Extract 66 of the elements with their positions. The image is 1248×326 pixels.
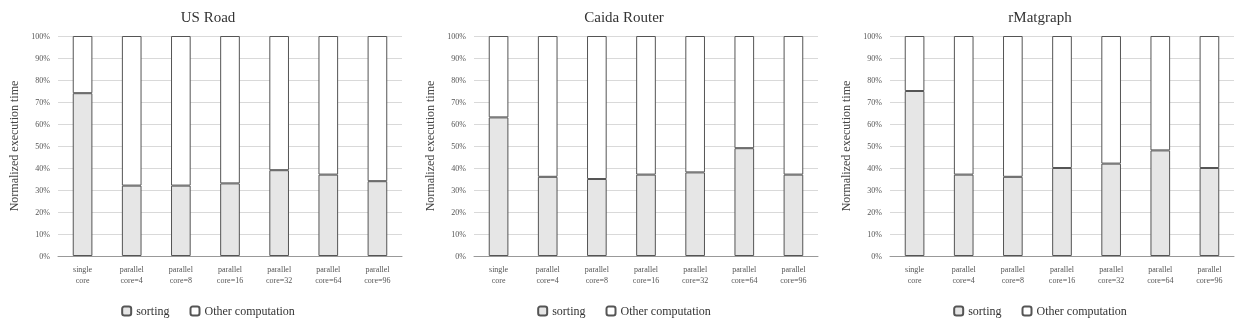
y-tick-label: 100%: [863, 31, 883, 41]
x-tick-label: parallel core=4: [951, 265, 977, 285]
y-tick-label: 60%: [35, 119, 51, 129]
y-tick-label: 30%: [867, 185, 883, 195]
y-tick-label: 0%: [455, 251, 467, 261]
y-tick-label: 10%: [867, 229, 883, 239]
x-tick-label: parallel core=8: [584, 265, 610, 285]
y-tick-label: 70%: [867, 97, 883, 107]
x-tick-label: single core: [73, 265, 93, 285]
y-tick-label: 70%: [451, 97, 467, 107]
chart-title: Caida Router: [584, 8, 664, 25]
legend-label: Other computation: [1036, 304, 1127, 318]
y-tick-label: 40%: [867, 163, 883, 173]
x-tick-label: parallel core=64: [731, 265, 758, 285]
y-tick-label: 30%: [451, 185, 467, 195]
legend-label: sorting: [136, 304, 170, 318]
chart-title: rMatgraph: [1008, 8, 1073, 25]
x-tick-label: parallel core=64: [1147, 265, 1174, 285]
x-tick-label: parallel core=4: [535, 265, 561, 285]
x-tick-label: parallel core=96: [780, 265, 807, 285]
legend-label: Other computation: [204, 304, 295, 318]
y-tick-label: 0%: [871, 251, 883, 261]
y-axis-title: Normalized execution time: [7, 80, 21, 212]
y-tick-label: 50%: [35, 141, 51, 151]
y-tick-label: 40%: [451, 163, 467, 173]
y-tick-label: 90%: [35, 53, 51, 63]
y-tick-label: 100%: [31, 31, 51, 41]
x-tick-label: parallel core=32: [682, 265, 709, 285]
x-tick-label: parallel core=32: [266, 265, 293, 285]
y-axis-title: Normalized execution time: [839, 80, 853, 212]
y-tick-label: 80%: [451, 75, 467, 85]
y-tick-label: 90%: [451, 53, 467, 63]
x-tick-label: parallel core=8: [168, 265, 194, 285]
x-tick-label: parallel core=8: [1000, 265, 1026, 285]
y-tick-label: 20%: [451, 207, 467, 217]
y-tick-label: 60%: [867, 119, 883, 129]
x-tick-label: parallel core=16: [632, 265, 660, 285]
x-tick-label: single core: [905, 265, 925, 285]
y-tick-label: 40%: [35, 163, 51, 173]
x-tick-label: parallel core=4: [119, 265, 145, 285]
y-tick-label: 10%: [35, 229, 51, 239]
chart-title: US Road: [180, 8, 236, 25]
x-tick-label: parallel core=64: [315, 265, 342, 285]
y-tick-label: 30%: [35, 185, 51, 195]
y-tick-label: 70%: [35, 97, 51, 107]
y-tick-label: 80%: [35, 75, 51, 85]
y-tick-label: 100%: [447, 31, 467, 41]
x-tick-label: parallel core=96: [364, 265, 391, 285]
y-tick-label: 0%: [39, 251, 51, 261]
y-tick-label: 10%: [451, 229, 467, 239]
x-tick-label: parallel core=32: [1098, 265, 1125, 285]
y-tick-label: 20%: [35, 207, 51, 217]
legend-label: Other computation: [620, 304, 711, 318]
x-tick-label: parallel core=16: [216, 265, 244, 285]
x-tick-label: parallel core=96: [1196, 265, 1223, 285]
legend-label: sorting: [968, 304, 1002, 318]
y-tick-label: 50%: [867, 141, 883, 151]
legend-label: sorting: [552, 304, 586, 318]
x-tick-label: single core: [489, 265, 509, 285]
y-tick-label: 80%: [867, 75, 883, 85]
y-tick-label: 90%: [867, 53, 883, 63]
y-tick-label: 50%: [451, 141, 467, 151]
y-tick-label: 20%: [867, 207, 883, 217]
y-tick-label: 60%: [451, 119, 467, 129]
x-tick-label: parallel core=16: [1048, 265, 1076, 285]
y-axis-title: Normalized execution time: [423, 80, 437, 212]
